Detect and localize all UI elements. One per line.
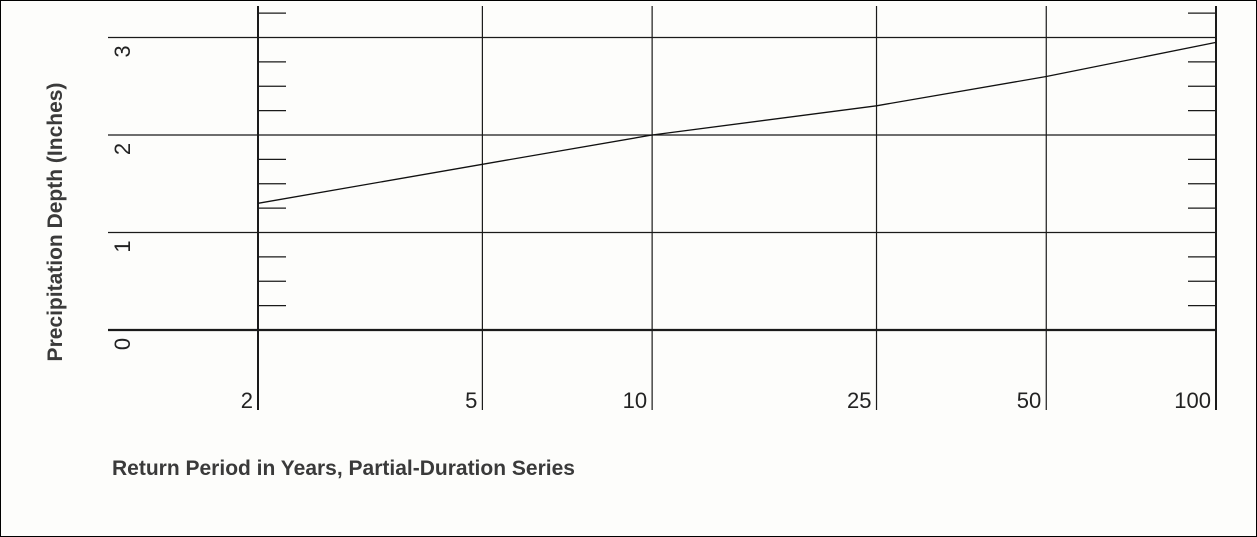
precipitation-line [257, 41, 1217, 204]
x-tick-label: 25 [847, 388, 871, 413]
y-tick-label: 3 [110, 45, 135, 57]
x-axis-label: Return Period in Years, Partial-Duration… [112, 457, 575, 480]
minor-ticks [258, 12, 1216, 307]
x-tick-label: 5 [465, 388, 477, 413]
x-tick-label: 10 [623, 388, 647, 413]
x-tick-label: 2 [241, 388, 253, 413]
y-tick-label: 0 [110, 338, 135, 350]
x-tick-label: 100 [1174, 388, 1211, 413]
y-axis-label: Precipitation Depth (Inches) [44, 83, 67, 362]
y-tick-label: 2 [110, 143, 135, 155]
y-tick-labels: 0 1 2 3 [110, 45, 135, 350]
x-tick-labels: 2 5 10 25 50 100 [241, 388, 1211, 413]
series-layer [257, 41, 1217, 204]
x-tick-label: 50 [1017, 388, 1041, 413]
y-tick-label: 1 [110, 240, 135, 252]
